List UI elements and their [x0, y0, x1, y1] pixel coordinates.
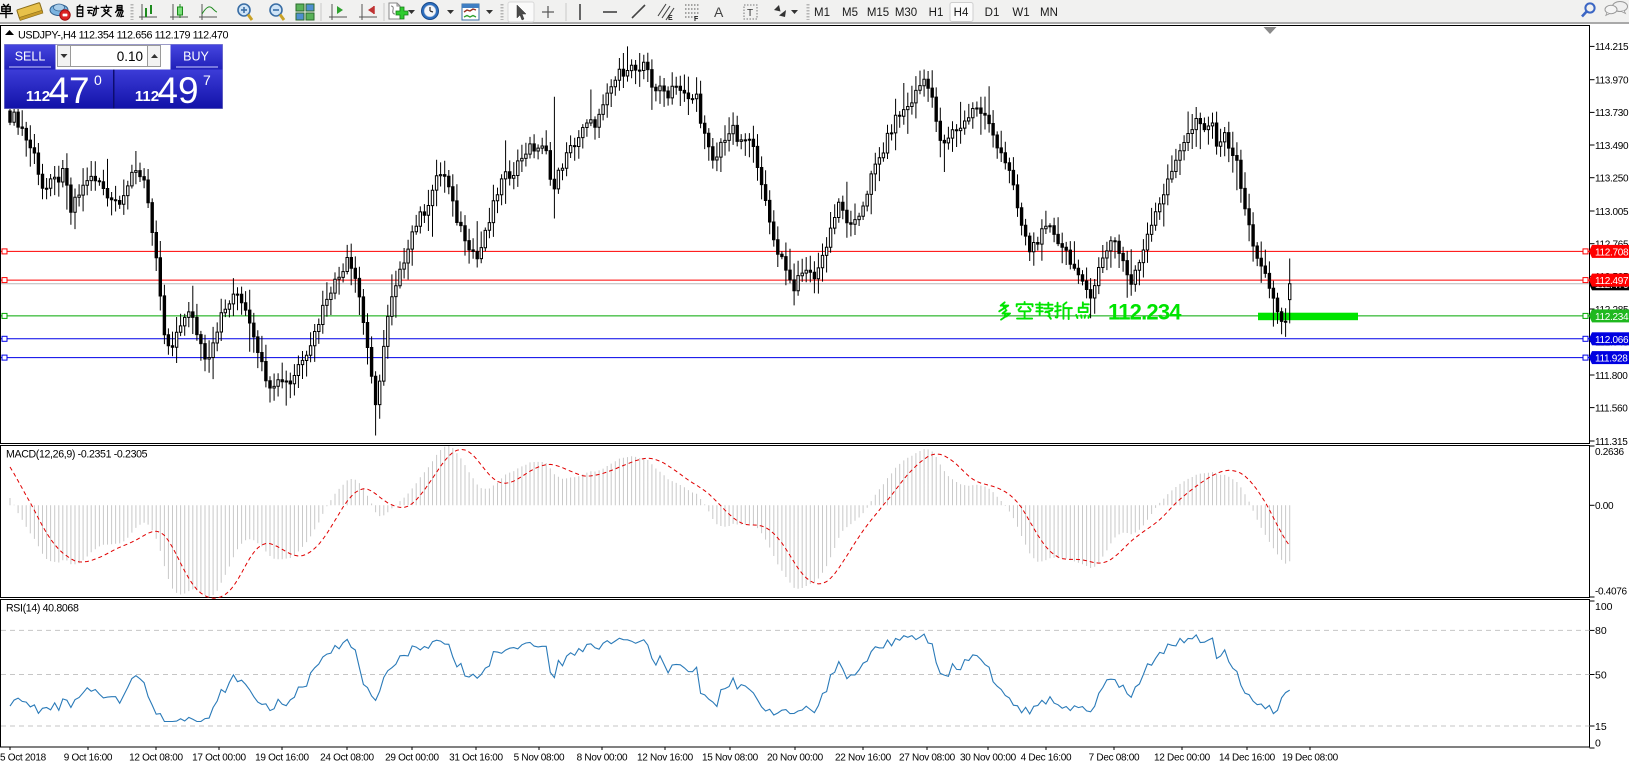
- svg-text:F: F: [694, 16, 699, 23]
- svg-text:80: 80: [1595, 625, 1607, 637]
- svg-text:T: T: [747, 8, 753, 19]
- svg-text:E: E: [668, 15, 673, 22]
- svg-text:111.800: 111.800: [1595, 371, 1628, 382]
- svg-text:19 Oct 16:00: 19 Oct 16:00: [255, 753, 309, 764]
- svg-text:12 Nov 16:00: 12 Nov 16:00: [637, 753, 694, 764]
- svg-text:50: 50: [1595, 669, 1607, 681]
- svg-text:15 Nov 08:00: 15 Nov 08:00: [702, 753, 759, 764]
- svg-text:112.234: 112.234: [1595, 312, 1629, 323]
- svg-text:112.708: 112.708: [1595, 247, 1629, 258]
- svg-text:19 Dec 08:00: 19 Dec 08:00: [1282, 753, 1339, 764]
- svg-text:5 Nov 08:00: 5 Nov 08:00: [514, 753, 565, 764]
- svg-text:112: 112: [135, 88, 159, 105]
- svg-text:MN: MN: [1040, 7, 1058, 19]
- svg-text:RSI(14) 40.8068: RSI(14) 40.8068: [6, 603, 79, 615]
- svg-text:113.250: 113.250: [1595, 174, 1629, 185]
- svg-text:M1: M1: [814, 7, 830, 19]
- svg-text:111.928: 111.928: [1595, 354, 1628, 365]
- svg-text:12 Oct 08:00: 12 Oct 08:00: [129, 753, 183, 764]
- svg-text:15: 15: [1595, 721, 1607, 733]
- svg-text:31 Oct 16:00: 31 Oct 16:00: [449, 753, 503, 764]
- svg-text:M15: M15: [867, 7, 889, 19]
- svg-text:USDJPY-,H4 112.354 112.656 11: USDJPY-,H4 112.354 112.656 112.179 112.4…: [18, 30, 229, 42]
- svg-text:5 Oct 2018: 5 Oct 2018: [0, 753, 47, 764]
- svg-text:100: 100: [1595, 601, 1613, 613]
- svg-text:14 Dec 16:00: 14 Dec 16:00: [1219, 753, 1276, 764]
- svg-text:MACD(12,26,9) -0.2351 -0.2305: MACD(12,26,9) -0.2351 -0.2305: [6, 449, 148, 461]
- svg-text:114.215: 114.215: [1595, 42, 1629, 53]
- svg-text:112.234: 112.234: [1108, 300, 1182, 325]
- svg-text:111.315: 111.315: [1595, 437, 1628, 448]
- svg-text:111.560: 111.560: [1595, 403, 1628, 414]
- svg-text:8 Nov 00:00: 8 Nov 00:00: [577, 753, 628, 764]
- svg-text:24 Oct 08:00: 24 Oct 08:00: [320, 753, 374, 764]
- svg-text:112.497: 112.497: [1595, 276, 1629, 287]
- svg-text:27 Nov 08:00: 27 Nov 08:00: [899, 753, 956, 764]
- svg-text:SELL: SELL: [15, 50, 46, 64]
- svg-text:113.005: 113.005: [1595, 207, 1629, 218]
- svg-text:17 Oct 00:00: 17 Oct 00:00: [192, 753, 246, 764]
- svg-text:20 Nov 00:00: 20 Nov 00:00: [767, 753, 824, 764]
- svg-text:7: 7: [203, 72, 211, 88]
- svg-text:0: 0: [1595, 738, 1601, 750]
- svg-text:113.970: 113.970: [1595, 76, 1629, 87]
- svg-text:-0.4076: -0.4076: [1595, 587, 1628, 598]
- svg-text:M5: M5: [842, 7, 858, 19]
- svg-text:12 Dec 00:00: 12 Dec 00:00: [1154, 753, 1211, 764]
- svg-text:A: A: [714, 4, 724, 20]
- svg-text:0.2636: 0.2636: [1595, 447, 1625, 458]
- svg-text:30 Nov 00:00: 30 Nov 00:00: [960, 753, 1017, 764]
- svg-text:0: 0: [94, 72, 102, 88]
- svg-text:4 Dec 16:00: 4 Dec 16:00: [1021, 753, 1072, 764]
- svg-text:47: 47: [48, 70, 89, 111]
- svg-text:49: 49: [157, 70, 198, 111]
- svg-text:W1: W1: [1012, 7, 1029, 19]
- svg-text:7 Dec 08:00: 7 Dec 08:00: [1089, 753, 1140, 764]
- svg-text:H1: H1: [929, 7, 944, 19]
- svg-text:112.066: 112.066: [1595, 335, 1629, 346]
- svg-text:22 Nov 16:00: 22 Nov 16:00: [835, 753, 892, 764]
- svg-text:113.730: 113.730: [1595, 108, 1629, 119]
- svg-text:29 Oct 00:00: 29 Oct 00:00: [385, 753, 439, 764]
- svg-text:0.10: 0.10: [117, 49, 143, 64]
- svg-text:112: 112: [26, 88, 50, 105]
- svg-text:BUY: BUY: [183, 50, 209, 64]
- svg-text:0.00: 0.00: [1595, 501, 1614, 512]
- svg-text:M30: M30: [895, 7, 917, 19]
- svg-text:113.490: 113.490: [1595, 141, 1629, 152]
- svg-text:9 Oct 16:00: 9 Oct 16:00: [64, 753, 113, 764]
- svg-text:D1: D1: [985, 7, 1000, 19]
- svg-text:H4: H4: [954, 7, 969, 19]
